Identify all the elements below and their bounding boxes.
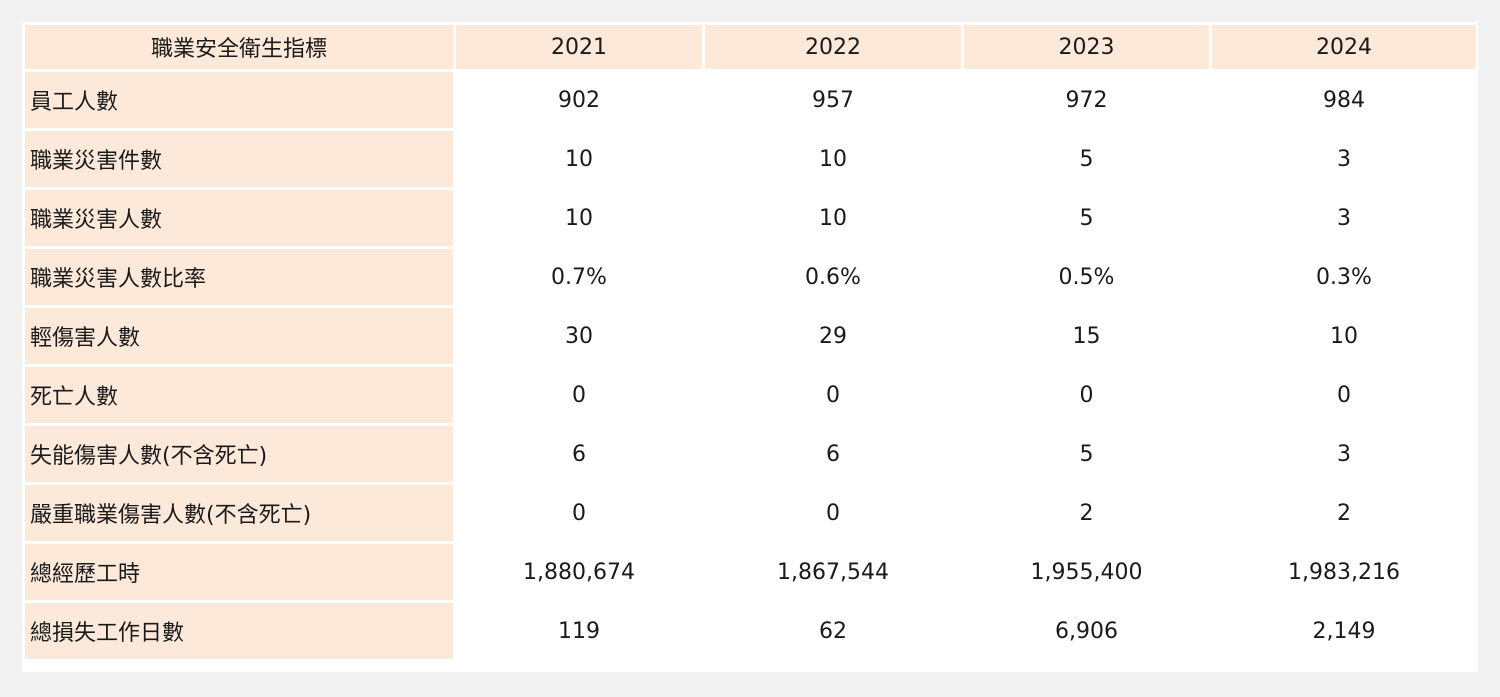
table-cell: 0.7%: [456, 249, 702, 305]
table-cell: 6: [456, 426, 702, 482]
row-label: 嚴重職業傷害人數(不含死亡): [25, 485, 453, 541]
table-row: 總經歷工時 1,880,674 1,867,544 1,955,400 1,98…: [25, 544, 1476, 600]
table-row: 職業災害件數 10 10 5 3: [25, 131, 1476, 187]
row-label: 職業災害件數: [25, 131, 453, 187]
table-cell: 3: [1212, 426, 1476, 482]
table-cell: 10: [456, 190, 702, 246]
table-cell: 5: [964, 426, 1209, 482]
row-label: 失能傷害人數(不含死亡): [25, 426, 453, 482]
row-label: 總損失工作日數: [25, 603, 453, 659]
safety-indicators-table-container: 職業安全衛生指標 2021 2022 2023 2024 員工人數 902 95…: [22, 22, 1478, 672]
table-row: 總損失工作日數 119 62 6,906 2,149: [25, 603, 1476, 659]
table-cell: 0: [705, 485, 961, 541]
table-cell: 957: [705, 72, 961, 128]
table-cell: 10: [705, 190, 961, 246]
table-cell: 119: [456, 603, 702, 659]
table-cell: 0.5%: [964, 249, 1209, 305]
row-label: 總經歷工時: [25, 544, 453, 600]
table-cell: 5: [964, 190, 1209, 246]
table-cell: 3: [1212, 190, 1476, 246]
table-cell: 2: [1212, 485, 1476, 541]
table-cell: 0: [705, 367, 961, 423]
table-cell: 2,149: [1212, 603, 1476, 659]
header-year-2022: 2022: [705, 25, 961, 69]
table-cell: 972: [964, 72, 1209, 128]
table-cell: 62: [705, 603, 961, 659]
header-year-2023: 2023: [964, 25, 1209, 69]
table-cell: 902: [456, 72, 702, 128]
row-label: 職業災害人數比率: [25, 249, 453, 305]
table-cell: 0.3%: [1212, 249, 1476, 305]
table-row: 職業災害人數比率 0.7% 0.6% 0.5% 0.3%: [25, 249, 1476, 305]
table-cell: 0.6%: [705, 249, 961, 305]
table-cell: 0: [456, 367, 702, 423]
table-cell: 984: [1212, 72, 1476, 128]
row-label: 輕傷害人數: [25, 308, 453, 364]
safety-indicators-table: 職業安全衛生指標 2021 2022 2023 2024 員工人數 902 95…: [22, 22, 1479, 662]
table-cell: 1,880,674: [456, 544, 702, 600]
table-cell: 1,955,400: [964, 544, 1209, 600]
table-row: 輕傷害人數 30 29 15 10: [25, 308, 1476, 364]
table-cell: 0: [456, 485, 702, 541]
table-cell: 15: [964, 308, 1209, 364]
table-row: 嚴重職業傷害人數(不含死亡) 0 0 2 2: [25, 485, 1476, 541]
header-year-2021: 2021: [456, 25, 702, 69]
row-label: 員工人數: [25, 72, 453, 128]
table-cell: 1,983,216: [1212, 544, 1476, 600]
table-cell: 1,867,544: [705, 544, 961, 600]
table-row: 職業災害人數 10 10 5 3: [25, 190, 1476, 246]
row-label: 死亡人數: [25, 367, 453, 423]
table-cell: 29: [705, 308, 961, 364]
table-cell: 3: [1212, 131, 1476, 187]
table-cell: 5: [964, 131, 1209, 187]
table-cell: 10: [1212, 308, 1476, 364]
table-row: 員工人數 902 957 972 984: [25, 72, 1476, 128]
table-row: 死亡人數 0 0 0 0: [25, 367, 1476, 423]
row-label: 職業災害人數: [25, 190, 453, 246]
table-cell: 0: [964, 367, 1209, 423]
table-cell: 0: [1212, 367, 1476, 423]
table-cell: 2: [964, 485, 1209, 541]
header-year-2024: 2024: [1212, 25, 1476, 69]
table-cell: 10: [705, 131, 961, 187]
table-row: 失能傷害人數(不含死亡) 6 6 5 3: [25, 426, 1476, 482]
table-header-row: 職業安全衛生指標 2021 2022 2023 2024: [25, 25, 1476, 69]
table-cell: 6: [705, 426, 961, 482]
table-cell: 10: [456, 131, 702, 187]
table-cell: 6,906: [964, 603, 1209, 659]
header-indicator: 職業安全衛生指標: [25, 25, 453, 69]
table-cell: 30: [456, 308, 702, 364]
